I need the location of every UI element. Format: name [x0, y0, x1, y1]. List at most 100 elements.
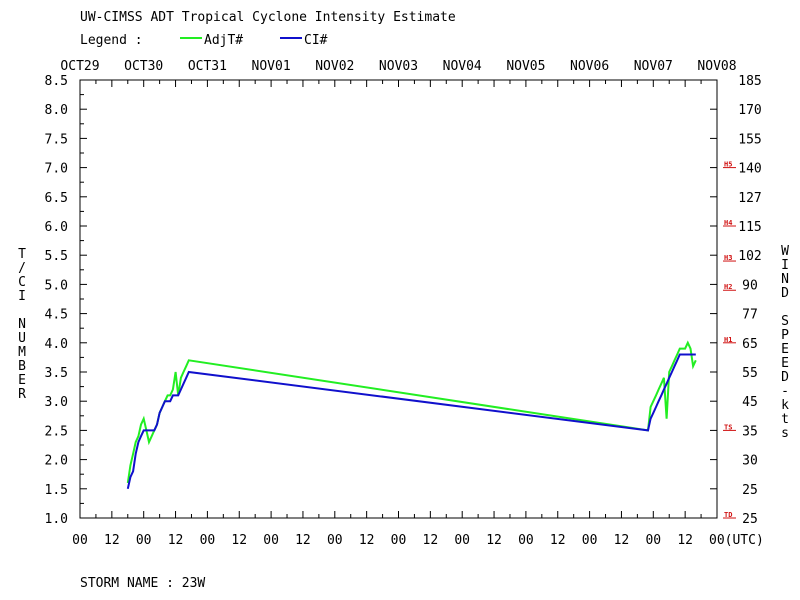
series-lines	[126, 340, 697, 490]
category-marker-label: H1	[724, 336, 732, 344]
date-tick-label: NOV01	[252, 59, 291, 74]
right-axis-label-char: s	[781, 426, 789, 441]
hour-tick-label: 00	[645, 533, 661, 548]
y-tick-label: 8.0	[45, 103, 68, 118]
category-marker-label: TS	[724, 423, 732, 431]
date-tick-label: OCT29	[60, 59, 99, 74]
y-right-tick-label: 25	[742, 483, 758, 498]
hour-tick-label: 00	[454, 533, 470, 548]
date-axis-labels: OCT29 OCT30 OCT31 NOV01 NOV02 NOV03 NOV04 NOV05…	[60, 59, 736, 74]
y-tick-label: 1.0	[45, 512, 68, 527]
y-right-tick-label: 90	[742, 278, 758, 293]
hour-tick-label: 12	[423, 533, 439, 548]
hour-tick-label: 12	[104, 533, 120, 548]
hour-tick-label: 12	[168, 533, 184, 548]
y-tick-label: 7.5	[45, 132, 68, 147]
y-tick-label: 3.5	[45, 366, 68, 381]
hour-tick-label: 00	[200, 533, 216, 548]
right-axis-label-char: N	[781, 272, 789, 287]
right-axis-label-char: E	[781, 356, 789, 371]
hour-tick-label: 12	[486, 533, 502, 548]
y-right-tick-label: 170	[738, 103, 761, 118]
left-axis-label-char: B	[18, 359, 26, 374]
y-right-tick-label: 102	[738, 249, 761, 264]
right-axis-label-char: S	[781, 314, 789, 329]
y-tick-label: 5.5	[45, 249, 68, 264]
y-tick-label: 2.0	[45, 454, 68, 469]
left-axis-label-char: I	[18, 289, 26, 304]
left-axis-label-char: C	[18, 275, 26, 290]
hour-tick-label: 00	[582, 533, 598, 548]
left-axis-label-char: R	[18, 387, 26, 402]
hour-tick-label: 12	[614, 533, 630, 548]
right-axis-label-char: P	[781, 328, 789, 343]
y-tick-label: 4.0	[45, 337, 68, 352]
legend-label: Legend :	[80, 33, 143, 48]
hour-axis-labels: 00 12 00 12 00 12 00 12 00 12 00 12 00 12 00 12 00 12 00 12…	[72, 533, 764, 548]
y-right-tick-label: 127	[738, 191, 761, 206]
chart-title: UW-CIMSS ADT Tropical Cyclone Intensity …	[80, 10, 456, 25]
right-axis-label-char: t	[781, 412, 789, 427]
hour-tick-label: 00	[327, 533, 343, 548]
x-axis-ticks	[79, 80, 718, 518]
date-tick-label: NOV08	[697, 59, 736, 74]
legend-entry: CI#	[304, 33, 328, 48]
date-tick-label: NOV07	[634, 59, 673, 74]
right-axis-label-char: E	[781, 342, 789, 357]
legend-entry: AdjT#	[204, 33, 243, 48]
y-tick-label: 2.5	[45, 424, 68, 439]
y-tick-label: 7.0	[45, 162, 68, 177]
category-marker-label: TD	[724, 511, 732, 519]
category-marker-label: H4	[724, 219, 732, 227]
y-right-tick-label: 55	[742, 366, 758, 381]
date-tick-label: OCT31	[188, 59, 227, 74]
hour-tick-label: 12	[295, 533, 311, 548]
left-axis-label-char: /	[18, 261, 26, 276]
left-axis-label-char: T	[18, 247, 26, 262]
hour-tick-label: 00(UTC)	[709, 533, 764, 548]
left-axis-label-char: U	[18, 331, 26, 346]
date-tick-label: OCT30	[124, 59, 163, 74]
hour-tick-label: 00	[518, 533, 534, 548]
right-axis-label-char: -	[781, 384, 789, 399]
y-right-tick-label: 77	[742, 308, 758, 323]
right-axis-label-char: I	[781, 258, 789, 273]
left-y-axis: 1.0 1.5 2.0 2.5 3.0 3.5 4.0 4.5 5.0 5.5 6.0 6.5 7.0 7…	[45, 74, 87, 527]
category-marker-label: H2	[724, 283, 732, 291]
date-tick-label: NOV05	[506, 59, 545, 74]
y-right-tick-label: 45	[742, 395, 758, 410]
hour-tick-label: 00	[391, 533, 407, 548]
hour-tick-label: 12	[231, 533, 247, 548]
y-tick-label: 4.5	[45, 308, 68, 323]
y-right-tick-label: 65	[742, 337, 758, 352]
right-y-axis: 25 25 30 35 45 55 65 77 90 102 115 127 140 155 170 185	[710, 74, 762, 527]
y-tick-label: 5.0	[45, 278, 68, 293]
right-axis-label-char: k	[781, 398, 789, 413]
plot-frame	[79, 79, 718, 519]
date-tick-label: NOV04	[443, 59, 482, 74]
left-axis-label-char: M	[18, 345, 26, 360]
category-marker-label: H3	[724, 254, 732, 262]
series-line-ci	[126, 353, 696, 490]
storm-name: STORM NAME : 23W	[80, 576, 205, 591]
legend: AdjT# CI#	[180, 33, 328, 48]
left-axis-label-char: E	[18, 373, 26, 388]
y-tick-label: 8.5	[45, 74, 68, 89]
y-right-tick-label: 30	[742, 454, 758, 469]
category-markers: TD TS H1 H2 H3 H4 H5	[723, 161, 736, 519]
date-tick-label: NOV06	[570, 59, 609, 74]
hour-tick-label: 12	[550, 533, 566, 548]
y-right-tick-label: 155	[738, 132, 761, 147]
right-axis-label-char: W	[781, 244, 789, 259]
y-right-tick-label: 115	[738, 220, 761, 235]
category-marker-label: H5	[724, 161, 732, 169]
y-right-tick-label: 185	[738, 74, 761, 89]
y-right-tick-label: 35	[742, 424, 758, 439]
y-tick-label: 6.0	[45, 220, 68, 235]
right-axis-label-char: D	[781, 286, 789, 301]
y-tick-label: 1.5	[45, 483, 68, 498]
left-axis-label-char: N	[18, 317, 26, 332]
